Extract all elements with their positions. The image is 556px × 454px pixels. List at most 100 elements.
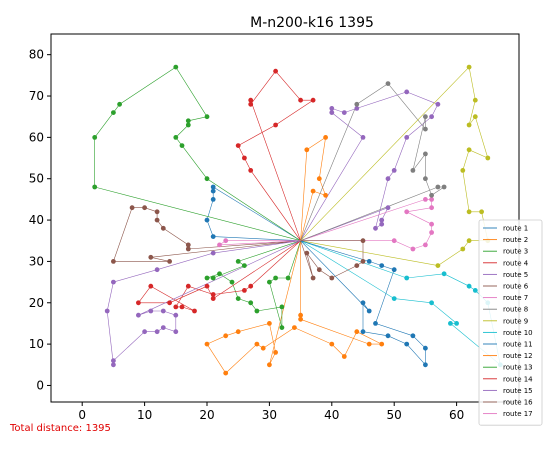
route-4-point [298, 97, 303, 103]
route-10-point [448, 321, 453, 326]
legend-label-route-3: route 3 [503, 248, 528, 256]
route-6-point [185, 242, 191, 248]
route-1-point [210, 184, 216, 190]
route-5-point [373, 225, 378, 231]
legend-label-route-15: route 15 [503, 387, 533, 395]
route-12-point [223, 370, 229, 376]
route-11-point [410, 333, 416, 339]
route-1-point [204, 217, 210, 223]
route-9-point [466, 122, 472, 128]
route-5-point [404, 135, 410, 140]
route-2-point [316, 176, 322, 182]
route-12-point [329, 341, 335, 347]
route-5-point [379, 221, 385, 227]
route-3-point [204, 114, 210, 120]
route-8-point [435, 184, 441, 190]
route-7-point [423, 242, 428, 248]
legend-label-route-2: route 2 [503, 236, 528, 244]
route-12-point [235, 329, 241, 335]
route-12-point [267, 321, 272, 326]
route-8-point [423, 126, 428, 132]
route-15-point [154, 329, 160, 335]
y-tick-label: 10 [29, 337, 44, 351]
route-12-point [267, 362, 272, 368]
route-11-point [385, 333, 391, 339]
route-12-point [260, 345, 266, 351]
route-3-point [204, 176, 210, 182]
x-tick-label: 30 [262, 408, 277, 422]
route-2-point [323, 192, 328, 198]
customer-points-layer [92, 64, 503, 376]
legend-label-route-12: route 12 [503, 352, 533, 360]
route-1-point [210, 197, 216, 202]
route-12-point [273, 350, 278, 355]
legend-label-route-6: route 6 [503, 283, 529, 291]
route-4-point [248, 101, 254, 107]
route-13-point [279, 304, 285, 310]
route-14-point [204, 283, 210, 289]
route-3-point [185, 118, 191, 124]
route-8-point [410, 168, 416, 173]
route-8-point [423, 176, 428, 182]
route-15-point [173, 312, 179, 318]
route-15-point [160, 325, 166, 330]
route-11-point [360, 329, 366, 335]
route-11-point [423, 345, 428, 351]
route-6-point [111, 259, 116, 264]
route-9-point [460, 246, 466, 252]
route-6-point [129, 205, 135, 211]
route-12-line [206, 240, 383, 374]
route-7-point [404, 209, 410, 215]
route-13-point [242, 263, 247, 268]
route-15-point [173, 329, 179, 335]
route-15-point [104, 308, 110, 314]
route-14-point [242, 288, 247, 293]
route-13-point [248, 300, 254, 306]
plot-frame [50, 33, 520, 403]
route-8-point [354, 101, 360, 107]
route-10-point [454, 321, 459, 326]
route-16-point [360, 259, 366, 264]
route-10-point [472, 288, 478, 293]
route-13-line [206, 240, 301, 328]
route-5-point [404, 89, 410, 95]
route-7-point [429, 205, 434, 211]
route-9-line [300, 66, 489, 266]
x-axis-ticks: 0 10 20 30 40 50 60 [78, 402, 464, 422]
y-tick-label: 30 [29, 254, 44, 268]
route-15-point [148, 308, 154, 314]
route-12-point [341, 354, 347, 359]
total-distance-text: Total distance: 1395 [10, 423, 111, 434]
route-15-point [111, 279, 116, 285]
route-9-point [460, 168, 466, 173]
route-2-point [310, 188, 316, 194]
route-9-point [435, 263, 441, 268]
route-10-point [391, 296, 397, 301]
route-14-line [138, 240, 301, 312]
route-6-point [185, 246, 191, 252]
route-12-point [366, 341, 372, 347]
route-5-point [354, 106, 360, 111]
route-14-point [192, 308, 197, 314]
route-10-point [466, 283, 472, 289]
route-2-point [304, 147, 310, 153]
route-17-point [217, 242, 222, 248]
route-7-point [423, 197, 428, 202]
y-tick-label: 0 [36, 378, 44, 392]
route-8-point [385, 81, 391, 86]
route-16-point [329, 275, 335, 281]
route-15-point [210, 250, 216, 256]
route-15-line [106, 240, 301, 366]
chart-title: M-n200-k16 1395 [250, 15, 374, 31]
x-tick-label: 10 [137, 408, 152, 422]
route-3-point [111, 110, 116, 115]
route-8-point [423, 151, 428, 157]
legend-label-route-10: route 10 [503, 329, 533, 337]
route-15-point [142, 329, 148, 335]
route-6-point [167, 259, 173, 264]
route-11-point [373, 321, 378, 326]
route-13-point [285, 275, 291, 281]
route-4-point [235, 143, 241, 149]
route-4-point [248, 97, 254, 103]
route-5-point [435, 101, 441, 107]
